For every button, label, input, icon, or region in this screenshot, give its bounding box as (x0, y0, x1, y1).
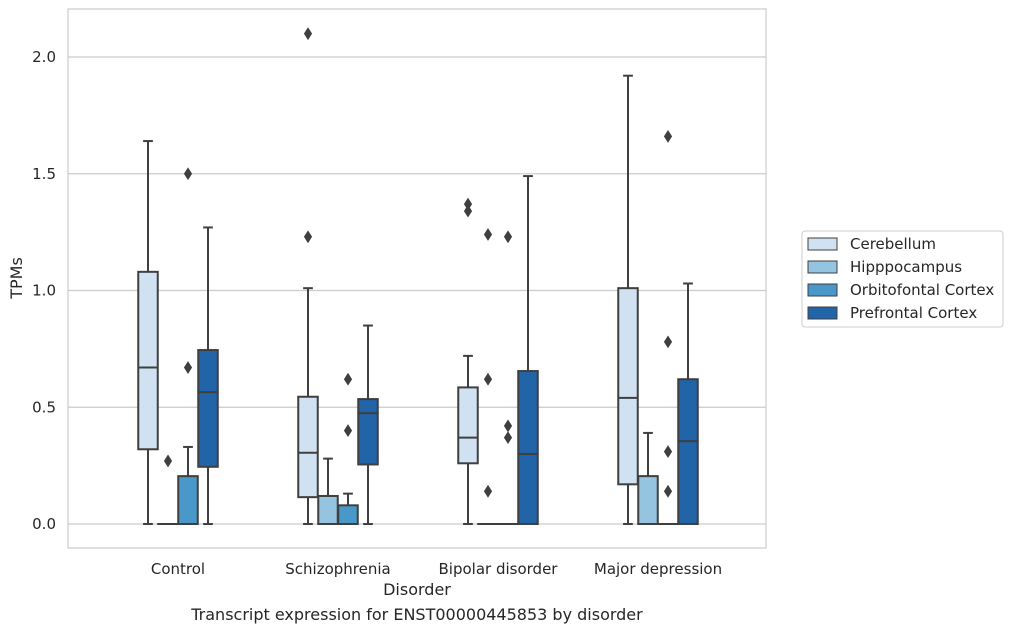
outlier-point (343, 372, 353, 386)
box-elements (137, 27, 699, 526)
y-tick-label: 0.5 (32, 398, 56, 416)
outlier-point (483, 484, 493, 498)
outlier-point (463, 197, 473, 211)
figure-caption: Transcript expression for ENST0000044585… (191, 605, 643, 624)
box-orbitofontal-cortex (497, 230, 519, 526)
outlier-point (303, 230, 313, 244)
legend-label: Orbitofontal Cortex (850, 281, 994, 299)
x-tick-label: Schizophrenia (285, 560, 390, 578)
x-tick-label: Control (151, 560, 205, 578)
outlier-point (663, 129, 673, 143)
box-orbitofontal-cortex (337, 372, 359, 526)
gridlines (68, 56, 766, 525)
y-tick-labels: 0.0 0.5 1.0 1.5 2.0 (32, 48, 56, 533)
legend-swatch (807, 283, 838, 297)
outlier-point (663, 335, 673, 349)
box-iqr (617, 287, 639, 486)
box-iqr (457, 386, 479, 465)
x-tick-labels: Control Schizophrenia Bipolar disorder Majo… (151, 560, 722, 578)
box-orbitofontal-cortex (177, 167, 199, 526)
legend: Cerebellum Hipppocampus Orbitofontal Corte… (801, 230, 1004, 328)
box-iqr (517, 370, 539, 525)
y-tick-label: 2.0 (32, 48, 56, 66)
outlier-point (483, 372, 493, 386)
outlier-point (503, 431, 513, 445)
legend-swatch (807, 260, 838, 274)
outlier-point (343, 424, 353, 438)
box-hipppocampus (317, 457, 339, 526)
outlier-point (303, 27, 313, 41)
box-iqr (337, 504, 359, 526)
box-iqr (297, 395, 319, 499)
box-iqr (357, 398, 379, 466)
legend-label: Hipppocampus (850, 258, 962, 276)
box-cerebellum (297, 27, 319, 525)
box-cerebellum (457, 197, 479, 525)
box-prefrontal-cortex (677, 282, 699, 526)
box-hipppocampus (637, 431, 659, 526)
legend-label: Prefrontal Cortex (850, 304, 977, 322)
box-iqr (677, 378, 699, 526)
y-tick-label: 0.0 (32, 515, 56, 533)
outlier-point (663, 484, 673, 498)
outlier-point (503, 230, 513, 244)
outlier-point (183, 167, 193, 181)
box-iqr (197, 349, 219, 468)
y-tick-label: 1.0 (32, 282, 56, 300)
box-prefrontal-cortex (517, 175, 539, 525)
box-iqr (177, 475, 199, 526)
box-hipppocampus (157, 454, 179, 526)
box-prefrontal-cortex (197, 226, 219, 525)
outlier-point (663, 445, 673, 459)
legend-frame (801, 230, 1004, 328)
box-iqr (317, 494, 339, 526)
boxplot-chart: 0.0 0.5 1.0 1.5 2.0 Control Schizophrenia Bipo… (7, 8, 1004, 599)
box-prefrontal-cortex (357, 324, 379, 525)
outlier-point (463, 204, 473, 218)
y-axis-title: TPMs (7, 257, 26, 300)
legend-label: Cerebellum (850, 235, 936, 253)
box-cerebellum (137, 140, 159, 525)
box-hipppocampus (477, 228, 499, 526)
outlier-point (483, 228, 493, 241)
box-iqr (637, 475, 659, 526)
plot-frame (67, 8, 767, 549)
outlier-point (503, 419, 513, 433)
box-iqr (137, 270, 159, 451)
box-cerebellum (617, 74, 639, 525)
outlier-point (183, 361, 193, 374)
y-tick-label: 1.5 (32, 165, 56, 183)
x-axis-title: Disorder (383, 580, 451, 599)
x-tick-label: Major depression (594, 560, 722, 578)
box-orbitofontal-cortex (657, 129, 679, 526)
x-tick-label: Bipolar disorder (439, 560, 559, 578)
legend-swatch (807, 237, 838, 251)
legend-swatch (807, 306, 838, 320)
outlier-point (163, 454, 173, 468)
